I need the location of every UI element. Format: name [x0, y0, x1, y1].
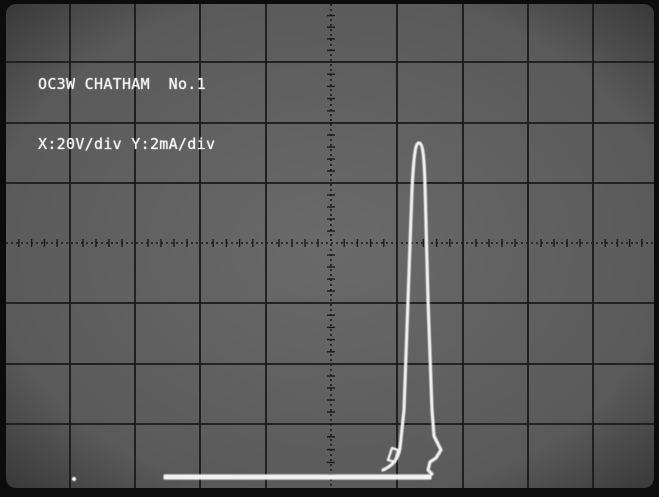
screen-background	[6, 4, 654, 488]
graticule-center-ticks	[18, 14, 643, 476]
scope-scale: X:20V/div Y:2mA/div	[38, 135, 216, 153]
graticule-grid	[6, 4, 654, 488]
scope-title: OC3W CHATHAM No.1	[38, 75, 206, 93]
current-voltage-trace	[72, 141, 443, 481]
spot-marker	[72, 477, 76, 481]
trace-knee	[386, 446, 400, 464]
screen-annotation: OC3W CHATHAM No.1 X:20V/div Y:2mA/div	[38, 34, 215, 194]
